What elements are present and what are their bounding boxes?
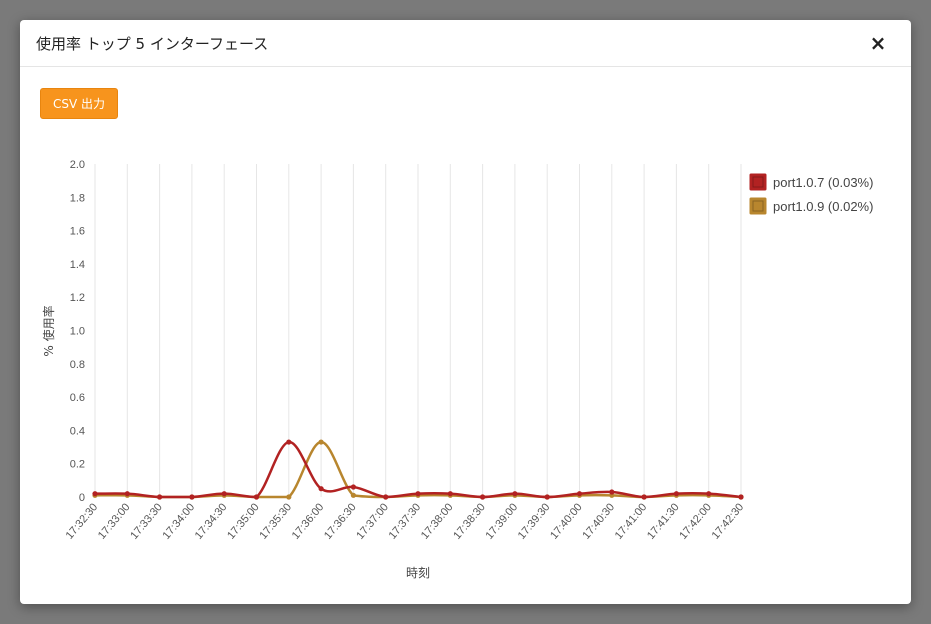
data-point — [350, 492, 356, 498]
data-point — [673, 491, 680, 497]
y-tick-label: 1.2 — [70, 292, 85, 304]
y-tick-label: 0 — [79, 492, 85, 504]
y-tick-label: 0.6 — [70, 392, 85, 404]
data-point — [738, 494, 744, 500]
data-point — [92, 491, 98, 497]
usage-chart: 2.0 1.8 1.6 1.4 1.2 1.0 0.8 0.6 0.4 0.2 0 17:32:30… — [41, 159, 873, 580]
x-tick-label: 17:40:00 — [548, 501, 585, 542]
x-tick-label: 17:41:00 — [613, 501, 650, 542]
y-tick-label: 1.8 — [70, 192, 85, 204]
y-tick-label: 0.4 — [70, 425, 85, 437]
x-tick-label: 17:33:00 — [96, 501, 133, 542]
data-point — [286, 494, 292, 500]
y-tick-label: 0.8 — [70, 359, 85, 371]
legend-label: port1.0.9 (0.02%) — [773, 199, 873, 214]
close-button[interactable]: × — [867, 32, 889, 54]
legend-swatch-inner — [752, 176, 764, 188]
x-tick-label: 17:36:00 — [290, 501, 327, 542]
data-point — [189, 494, 195, 500]
y-tick-label: 1.6 — [70, 226, 85, 238]
csv-export-button[interactable]: CSV 出力 — [40, 88, 118, 119]
x-axis-title: 時刻 — [406, 566, 430, 580]
y-axis-title: % 使用率 — [41, 305, 56, 356]
legend-swatch — [749, 197, 767, 215]
data-point — [706, 491, 712, 497]
data-point — [576, 491, 583, 497]
data-point — [286, 439, 292, 445]
y-tick-label: 1.0 — [70, 326, 85, 338]
y-tick-label: 0.2 — [70, 459, 85, 471]
x-tick-label: 17:35:00 — [225, 501, 262, 542]
data-point — [318, 486, 324, 492]
data-point — [512, 491, 518, 497]
x-tick-label: 17:39:30 — [516, 501, 553, 542]
data-point — [609, 489, 615, 495]
chart-grid — [94, 164, 742, 497]
x-tick-label: 17:42:30 — [710, 501, 747, 542]
y-axis-ticks: 2.0 1.8 1.6 1.4 1.2 1.0 0.8 0.6 0.4 0.2 0 — [70, 159, 85, 504]
data-point — [447, 491, 453, 497]
modal-header: 使用率 トップ 5 インターフェース × — [20, 20, 911, 67]
x-tick-label: 17:38:30 — [451, 501, 488, 542]
y-tick-label: 1.4 — [70, 259, 85, 271]
legend-label: port1.0.7 (0.03%) — [773, 175, 873, 190]
series-0 — [92, 439, 744, 500]
data-point — [641, 494, 647, 500]
data-point — [253, 494, 260, 500]
modal-title: 使用率 トップ 5 インターフェース — [36, 35, 269, 53]
x-tick-label: 17:37:30 — [387, 501, 424, 542]
y-tick-label: 2.0 — [70, 159, 85, 171]
x-tick-label: 17:32:30 — [64, 501, 101, 542]
x-tick-label: 17:36:30 — [322, 501, 359, 542]
x-tick-label: 17:40:30 — [580, 501, 617, 542]
data-point — [157, 494, 163, 500]
chart-series — [92, 439, 744, 500]
x-tick-label: 17:33:30 — [128, 501, 165, 542]
chart-legend: port1.0.7 (0.03%) port1.0.9 (0.02%) — [749, 173, 873, 215]
data-point — [383, 494, 389, 500]
data-point — [124, 491, 130, 497]
x-tick-label: 17:37:00 — [354, 501, 391, 542]
x-tick-label: 17:35:30 — [257, 501, 294, 542]
data-point — [544, 494, 550, 500]
data-point — [350, 484, 356, 490]
legend-swatch-inner — [752, 200, 764, 212]
data-point — [415, 491, 421, 497]
data-point — [221, 491, 227, 497]
x-tick-label: 17:34:00 — [160, 501, 197, 542]
x-axis-ticks: 17:32:3017:33:0017:33:3017:34:0017:34:30… — [64, 501, 747, 542]
x-tick-label: 17:34:30 — [193, 501, 230, 542]
x-tick-label: 17:39:00 — [483, 501, 520, 542]
legend-swatch — [749, 173, 767, 191]
x-tick-label: 17:38:00 — [419, 501, 456, 542]
x-tick-label: 17:41:30 — [645, 501, 682, 542]
data-point — [480, 494, 486, 500]
x-tick-label: 17:42:00 — [677, 501, 714, 542]
data-point — [318, 439, 324, 445]
modal-dialog: 使用率 トップ 5 インターフェース × CSV 出力 2.0 1.8 1.6 1.4… — [20, 20, 911, 604]
